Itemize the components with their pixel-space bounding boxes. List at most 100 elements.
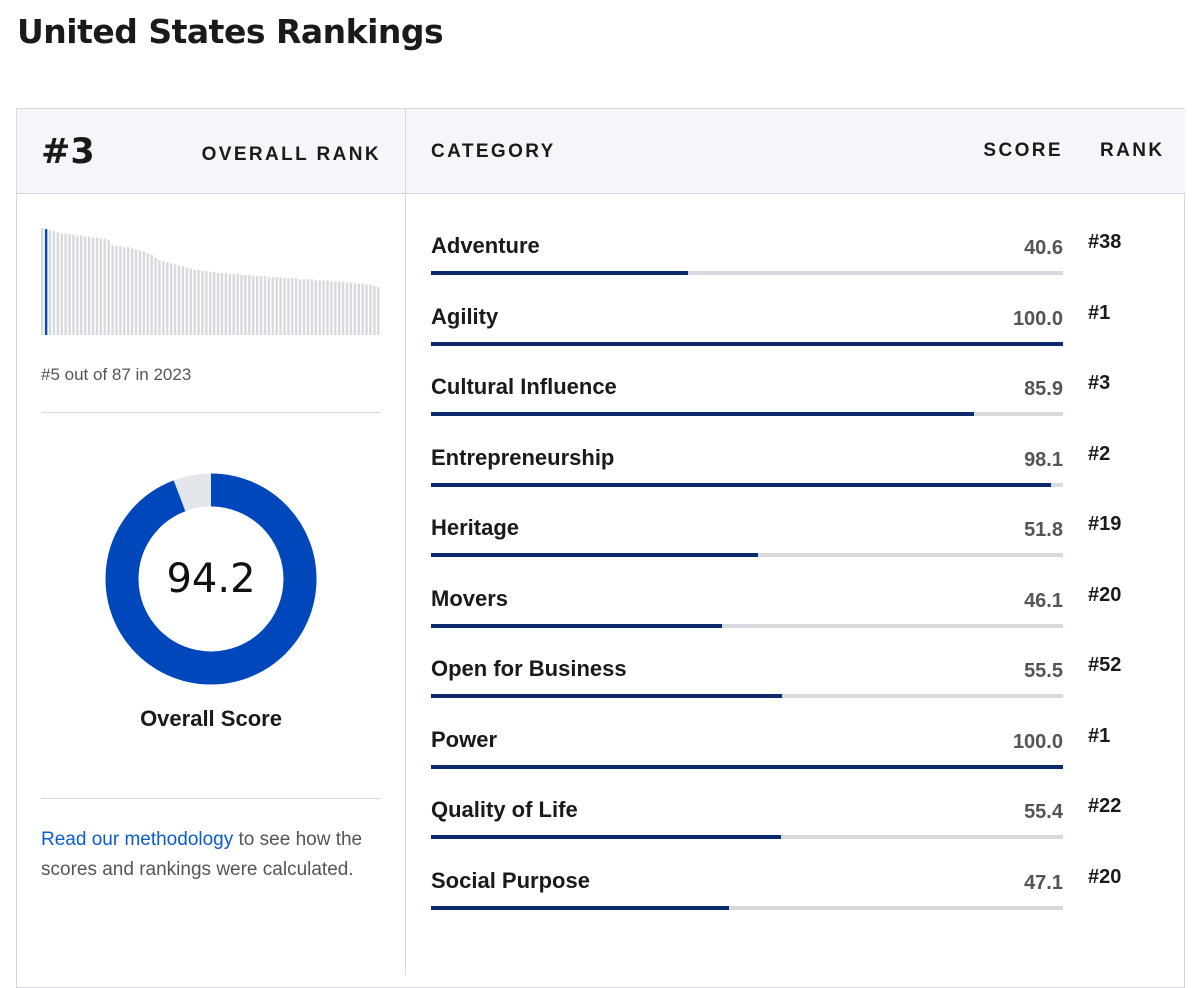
- history-bar: [197, 269, 200, 335]
- category-rank: #20: [1088, 865, 1122, 888]
- score-bar: [431, 905, 729, 910]
- category-score: 55.4: [1024, 801, 1063, 823]
- score-track: [431, 905, 1063, 910]
- history-bar: [189, 268, 192, 335]
- donut-arc: [105, 473, 317, 685]
- history-bar: [193, 269, 196, 335]
- history-bar: [314, 280, 317, 335]
- category-rank: #3: [1088, 372, 1111, 394]
- history-bar: [240, 275, 243, 335]
- history-bar: [150, 254, 153, 335]
- history-bar: [279, 277, 282, 335]
- rank-note: #5 out of 87 in 2023: [41, 365, 192, 384]
- history-bar: [365, 284, 368, 335]
- history-bar: [373, 285, 376, 335]
- category-name: Social Purpose: [431, 867, 590, 893]
- history-bar: [220, 272, 224, 335]
- methodology: Read our methodology to see how the scor…: [41, 825, 381, 885]
- history-bar: [263, 276, 267, 335]
- history-bar: [369, 284, 372, 335]
- category-name: Entrepreneurship: [431, 444, 615, 470]
- history-bar: [95, 237, 99, 335]
- history-bar: [248, 275, 251, 335]
- score-bar: [431, 764, 1063, 769]
- category-header: CATEGORY: [431, 141, 556, 162]
- score-bar: [431, 271, 688, 275]
- history-bar: [134, 249, 138, 335]
- separator: [41, 798, 381, 799]
- category-name: Open for Business: [431, 656, 627, 681]
- score-bar: [431, 482, 1051, 487]
- category-rank: #38: [1088, 231, 1122, 253]
- history-bar: [76, 235, 79, 335]
- history-bar: [267, 277, 271, 335]
- category-score: 40.6: [1024, 237, 1063, 259]
- history-bar: [60, 233, 63, 335]
- history-bar: [166, 262, 169, 335]
- history-bar: [87, 236, 91, 335]
- category-score: 47.1: [1024, 871, 1063, 894]
- history-bar: [232, 274, 235, 335]
- history-bar: [326, 280, 329, 335]
- category-score: 85.9: [1024, 378, 1063, 400]
- category-name: Power: [431, 726, 498, 752]
- history-bar: [130, 248, 134, 335]
- history-bar: [115, 246, 118, 335]
- history-bar: [119, 246, 122, 335]
- card-header: [17, 109, 1185, 194]
- history-bar: [177, 265, 181, 335]
- overall-score-label: Overall Score: [140, 706, 282, 731]
- category-score: 98.1: [1024, 448, 1063, 471]
- history-bar: [361, 283, 364, 335]
- history-bar: [185, 267, 189, 335]
- history-bar: [287, 278, 290, 335]
- history-bar: [64, 233, 67, 335]
- history-bar: [302, 279, 306, 335]
- category-rank: #52: [1088, 654, 1122, 676]
- category-name: Movers: [431, 585, 509, 611]
- history-bar: [173, 264, 177, 335]
- overall-score: 94.2: [166, 556, 255, 602]
- category-rank: #22: [1088, 795, 1122, 817]
- history-bar: [72, 234, 75, 335]
- history-bar: [123, 247, 126, 335]
- history-bar: [330, 281, 333, 335]
- score-bar: [431, 623, 723, 628]
- score-donut: 94.2: [105, 473, 317, 685]
- history-bar: [236, 274, 239, 335]
- category-score: 51.8: [1024, 519, 1063, 541]
- history-bar: [111, 245, 114, 335]
- history-bar: [310, 279, 314, 335]
- category-name: Agility: [431, 303, 499, 329]
- history-bar: [275, 277, 278, 335]
- history-bar: [205, 270, 208, 335]
- history-bar: [68, 234, 71, 335]
- score-bar: [431, 412, 974, 416]
- score-bar: [431, 553, 759, 557]
- category-name: Heritage: [431, 515, 520, 540]
- history-bar: [271, 277, 274, 335]
- history-bar: [341, 281, 345, 335]
- separator: [41, 412, 381, 413]
- category-score: 100.0: [1012, 730, 1063, 753]
- history-bar: [295, 278, 298, 335]
- history-bar: [322, 280, 325, 335]
- history-bar: [377, 286, 380, 335]
- history-bar: [56, 232, 60, 335]
- history-bar: [83, 236, 87, 335]
- history-bar: [162, 261, 165, 335]
- category-score: 55.5: [1024, 660, 1063, 682]
- category-rank: #1: [1088, 301, 1111, 324]
- history-bar: [252, 276, 255, 335]
- category-name: Quality of Life: [431, 797, 578, 822]
- history-bar: [44, 229, 48, 335]
- history-bar: [209, 271, 212, 335]
- history-bar: [169, 263, 173, 335]
- history-bar: [338, 281, 341, 335]
- history-bar: [146, 253, 149, 335]
- history-bar: [306, 279, 310, 335]
- history-bar: [52, 231, 56, 335]
- methodology-link[interactable]: Read our methodology: [41, 829, 234, 850]
- rank-header: RANK: [1100, 140, 1165, 161]
